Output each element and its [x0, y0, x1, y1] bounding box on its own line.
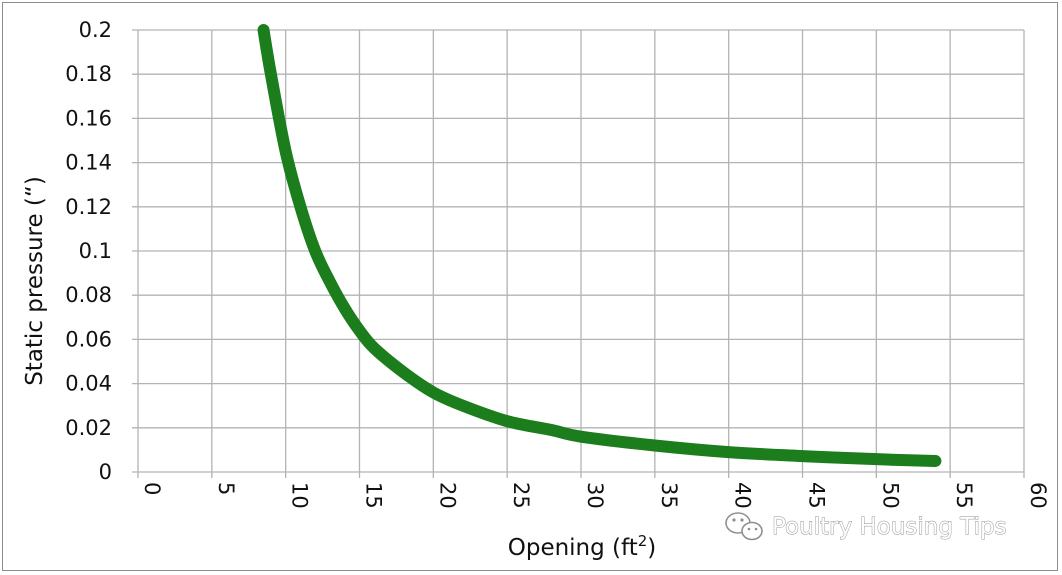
x-tick-label: 55	[952, 482, 976, 509]
y-tick-label: 0.08	[65, 283, 112, 307]
x-tick-label: 20	[435, 482, 459, 509]
x-axis-ticks: 0 5 10 15 20 25 30 35 40 45 50 55 60	[140, 482, 1050, 509]
x-axis-title-suffix: )	[647, 535, 656, 561]
grid	[132, 29, 1025, 478]
x-axis-title-main: Opening (ft	[508, 535, 638, 561]
watermark-text: Poultry Housing Tips	[772, 514, 1007, 540]
x-tick-label: 50	[878, 482, 902, 509]
y-tick-label: 0.16	[65, 106, 112, 130]
x-tick-label: 10	[288, 482, 312, 509]
y-tick-label: 0.18	[65, 62, 112, 86]
y-axis-title: Static pressure (“)	[22, 176, 48, 386]
y-tick-label: 0	[99, 460, 112, 484]
y-axis-ticks: 0 0.02 0.04 0.06 0.08 0.1 0.12 0.14 0.16 0.18 0.2	[65, 18, 112, 484]
x-tick-label: 45	[805, 482, 829, 509]
x-tick-label: 30	[583, 482, 607, 509]
x-tick-label: 35	[657, 482, 681, 509]
x-tick-label: 15	[362, 482, 386, 509]
y-tick-label: 0.2	[79, 18, 112, 42]
y-tick-label: 0.14	[65, 151, 112, 175]
series-group	[257, 24, 942, 467]
x-tick-label: 40	[731, 482, 755, 509]
y-tick-label: 0.02	[65, 416, 112, 440]
x-tick-label: 0	[140, 482, 164, 495]
watermark: Poultry Housing Tips	[725, 512, 1007, 541]
y-tick-label: 0.1	[79, 239, 112, 263]
y-tick-label: 0.12	[65, 195, 112, 219]
series-line	[257, 24, 942, 467]
x-tick-label: 60	[1026, 482, 1050, 509]
x-axis-title: Opening (ft2)	[508, 532, 657, 561]
wechat-icon	[725, 512, 763, 541]
y-tick-label: 0.04	[65, 372, 112, 396]
x-tick-label: 5	[214, 482, 238, 495]
x-tick-label: 25	[509, 482, 533, 509]
y-tick-label: 0.06	[65, 327, 112, 351]
x-axis-title-superscript: 2	[638, 532, 648, 550]
